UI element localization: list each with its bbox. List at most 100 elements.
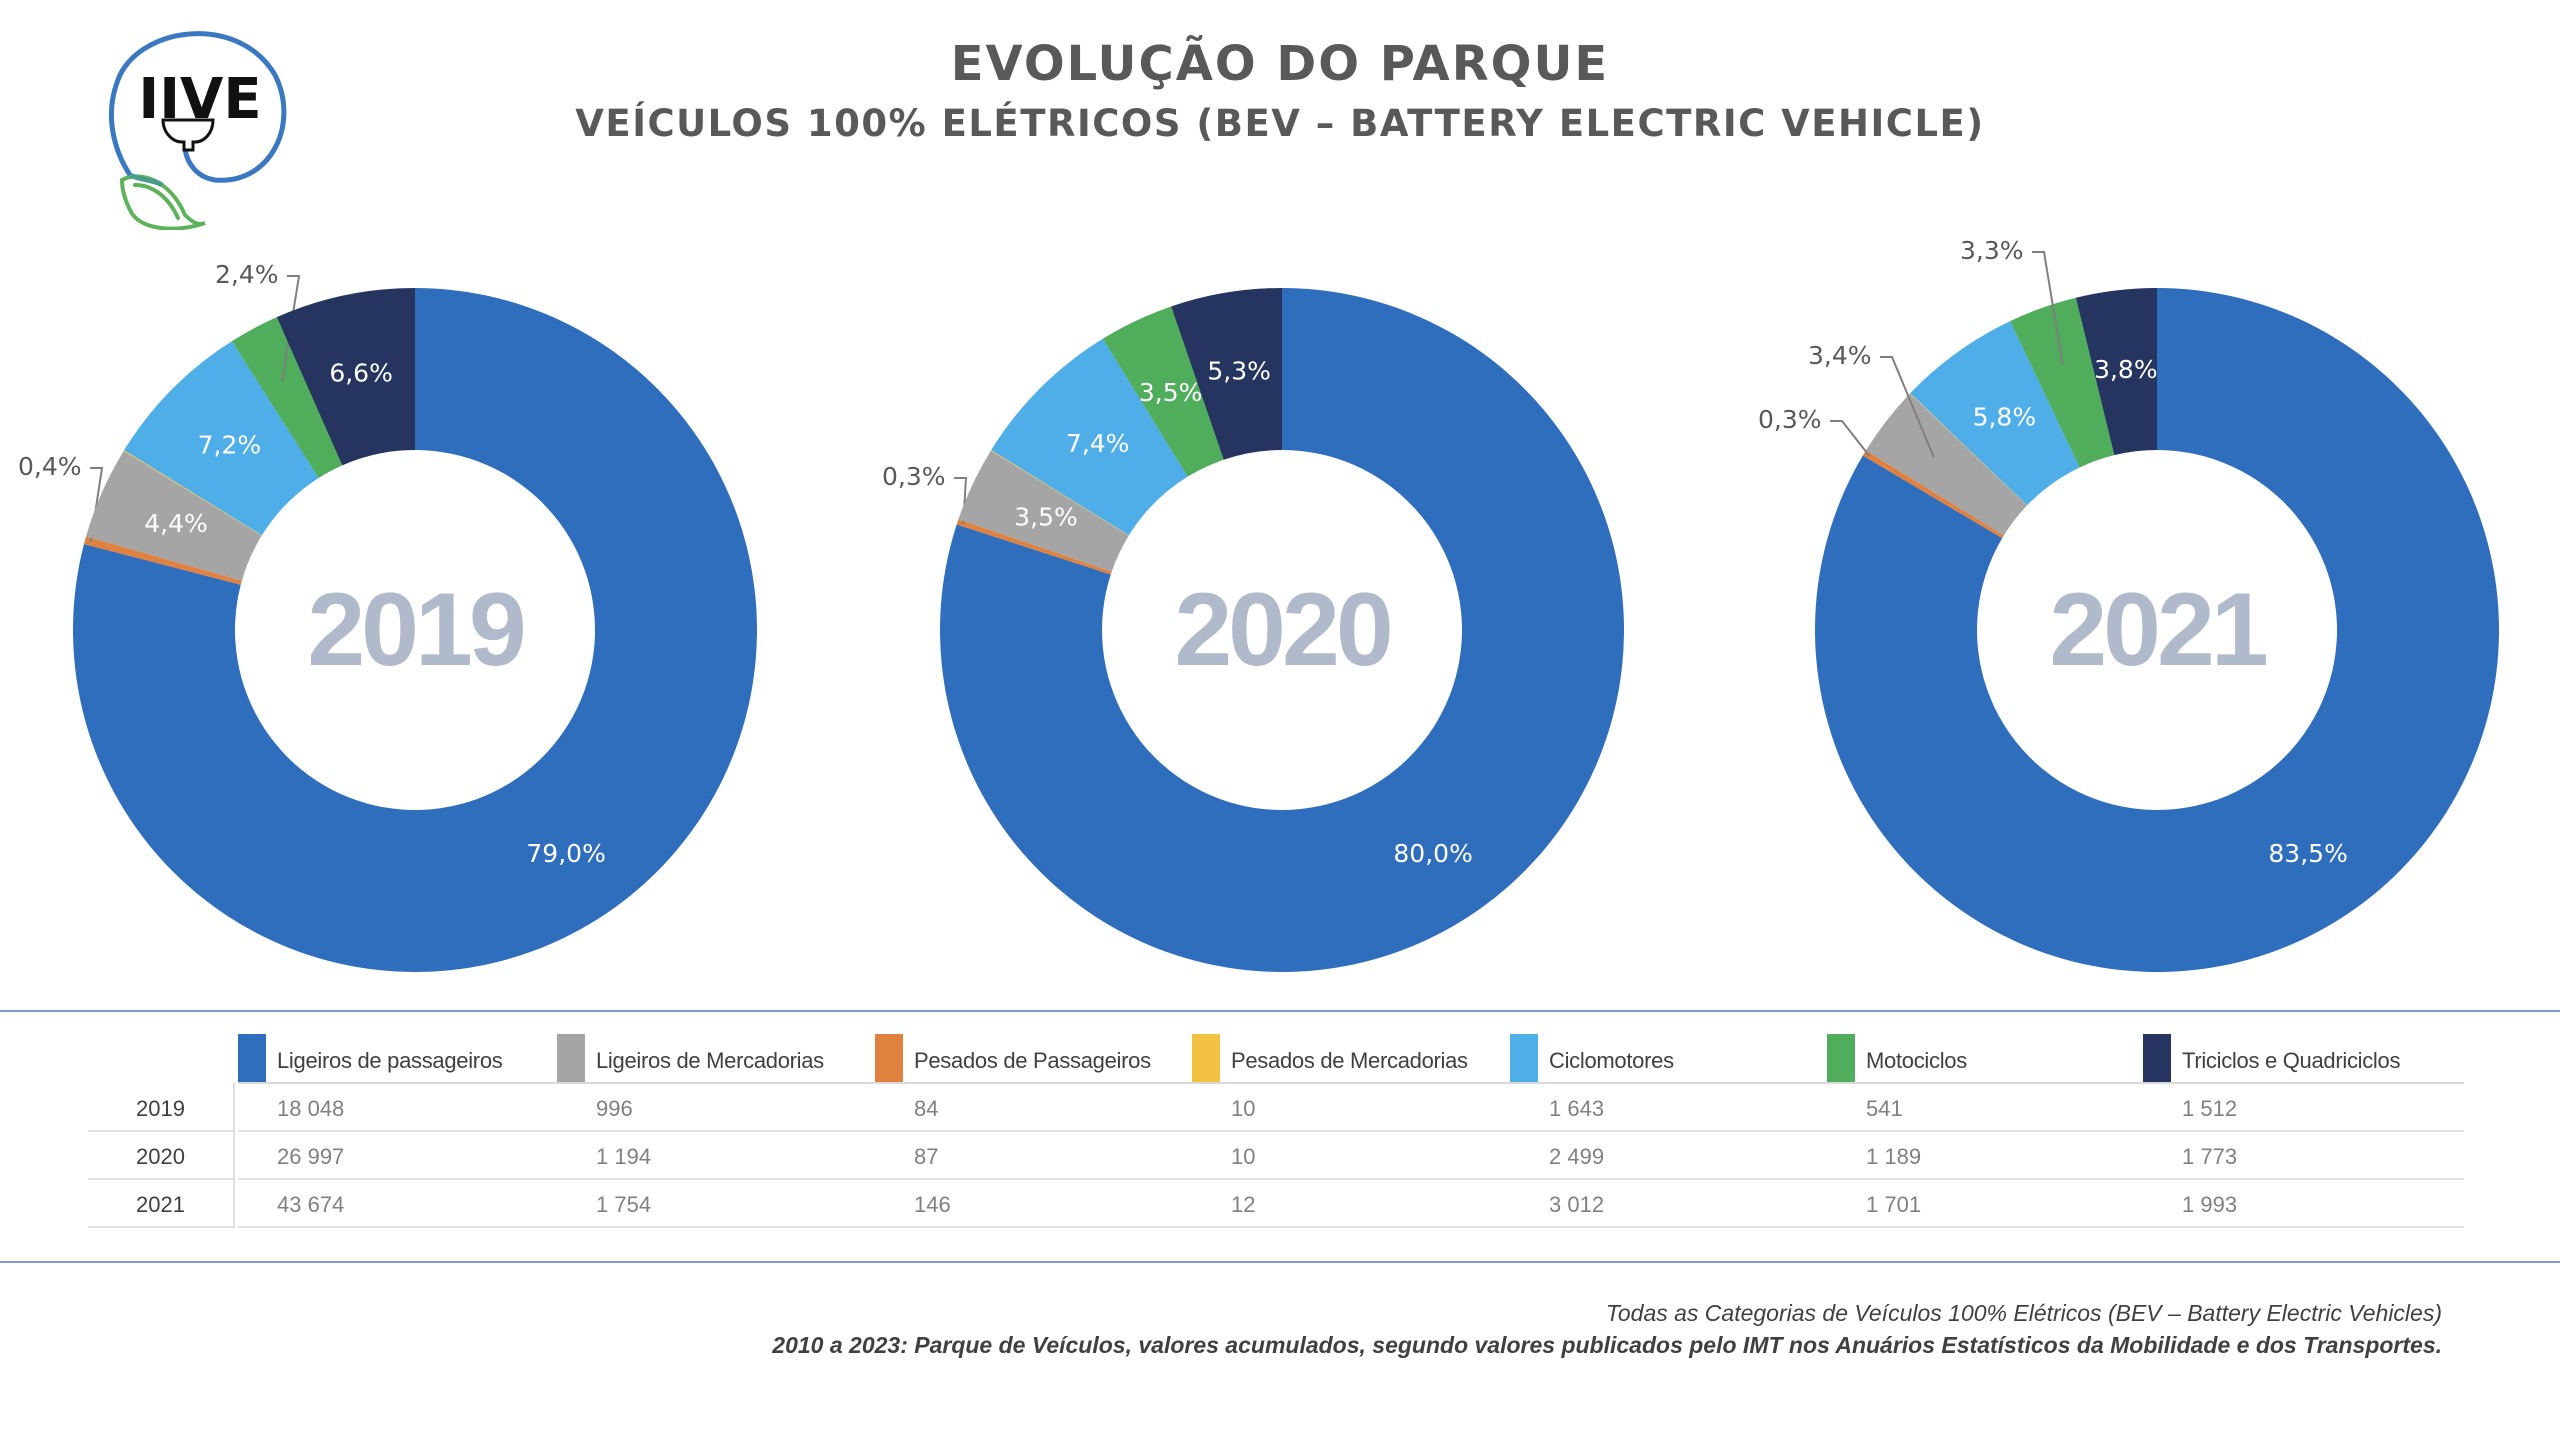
table-cell: 1 512 bbox=[2182, 1096, 2238, 1121]
data-label: 0,4% bbox=[18, 452, 82, 481]
legend-swatch bbox=[2143, 1034, 2171, 1082]
row-divider bbox=[88, 1226, 233, 1228]
footer-note: Todas as Categorias de Veículos 100% Elé… bbox=[1605, 1300, 2442, 1326]
donut-slice bbox=[1862, 450, 2004, 539]
legend-label: Ligeiros de Mercadorias bbox=[596, 1048, 824, 1073]
legend-swatch bbox=[875, 1034, 903, 1082]
donut-center-year: 2021 bbox=[2049, 572, 2266, 688]
data-label: 3,8% bbox=[2094, 355, 2158, 384]
logo-cable bbox=[109, 31, 287, 183]
table-cell: 26 997 bbox=[277, 1144, 345, 1169]
row-divider bbox=[238, 1226, 2464, 1228]
table-cell: 12 bbox=[1231, 1192, 1256, 1217]
donut-slice bbox=[83, 536, 242, 585]
donut-slice bbox=[86, 450, 262, 581]
legend-label: Triciclos e Quadriciclos bbox=[2182, 1048, 2401, 1073]
table-cell: 1 189 bbox=[1866, 1144, 1922, 1169]
donut-slice bbox=[940, 288, 1625, 973]
data-label: 3,5% bbox=[1139, 378, 1203, 407]
table-row: 2021 43 674 1 754 146 12 3 012 1 701 1 993 bbox=[88, 1180, 2464, 1228]
data-label: 7,2% bbox=[198, 430, 262, 459]
table-cell: 18 048 bbox=[277, 1096, 345, 1121]
table-header-line bbox=[238, 1082, 2464, 1084]
page-subtitle: VEÍCULOS 100% ELÉTRICOS (BEV – BATTERY E… bbox=[575, 102, 1985, 145]
logo-plug-icon bbox=[161, 118, 215, 152]
row-divider bbox=[238, 1130, 2464, 1132]
table-cell: 996 bbox=[596, 1096, 633, 1121]
data-label: 80,0% bbox=[1393, 839, 1472, 868]
legend-label: Motociclos bbox=[1866, 1048, 1967, 1073]
logo-leaf-icon bbox=[119, 174, 206, 230]
table-cell: 10 bbox=[1231, 1096, 1256, 1121]
data-label: 3,4% bbox=[1808, 341, 1872, 370]
data-label: 4,4% bbox=[144, 509, 208, 538]
data-label: 3,5% bbox=[1014, 503, 1078, 532]
donut-slice bbox=[956, 519, 1112, 575]
data-label: 5,8% bbox=[1973, 402, 2037, 431]
data-label: 0,3% bbox=[882, 462, 946, 491]
table-top-divider bbox=[0, 1010, 2560, 1012]
donut-center-year: 2019 bbox=[307, 572, 523, 688]
row-divider bbox=[88, 1178, 233, 1180]
table-cell: 87 bbox=[914, 1144, 939, 1169]
legend-label: Pesados de Mercadorias bbox=[1231, 1048, 1468, 1073]
row-header-divider bbox=[233, 1082, 235, 1228]
leader-line bbox=[1830, 420, 1871, 457]
donut-slice bbox=[123, 450, 262, 536]
logo-cable-lower bbox=[128, 172, 164, 188]
table-cell: 1 754 bbox=[596, 1192, 652, 1217]
donut-chart-2019: 79,0% 0,4% 4,4% 7,2% 2,4% 6,6% 2019 bbox=[18, 260, 758, 972]
table-bottom-divider bbox=[0, 1261, 2560, 1263]
table-cell: 1 643 bbox=[1549, 1096, 1605, 1121]
table-cell: 84 bbox=[914, 1096, 939, 1121]
legend-label: Ciclomotores bbox=[1549, 1048, 1674, 1073]
donut-slice bbox=[1815, 288, 2499, 972]
leader-line bbox=[281, 275, 301, 382]
legend-swatch bbox=[557, 1034, 585, 1082]
table-cell: 2 499 bbox=[1549, 1144, 1605, 1169]
table-cell: 1 773 bbox=[2182, 1144, 2238, 1169]
donut-slice bbox=[991, 338, 1188, 536]
page-title: EVOLUÇÃO DO PARQUE bbox=[950, 36, 1610, 92]
table-cell: 10 bbox=[1231, 1144, 1256, 1169]
data-label: 3,3% bbox=[1960, 236, 2024, 265]
table-cell: 1 993 bbox=[2182, 1192, 2238, 1217]
iive-logo: IIVE bbox=[109, 31, 287, 230]
row-divider bbox=[238, 1178, 2464, 1180]
legend-swatch bbox=[1827, 1034, 1855, 1082]
footer-source: 2010 a 2023: Parque de Veículos, valores… bbox=[772, 1332, 2442, 1358]
donut-slice bbox=[2075, 288, 2157, 456]
donut-slice bbox=[2010, 297, 2115, 468]
row-year: 2021 bbox=[136, 1192, 185, 1217]
data-label: 79,0% bbox=[526, 839, 605, 868]
donut-charts: 79,0% 0,4% 4,4% 7,2% 2,4% 6,6% 2019 80,0% 0,3% 3,… bbox=[18, 236, 2499, 973]
table-row: 2019 18 048 996 84 10 1 643 541 1 512 bbox=[88, 1084, 2464, 1132]
donut-slice bbox=[276, 288, 415, 466]
donut-slice bbox=[1865, 393, 2027, 536]
legend-label: Ligeiros de passageiros bbox=[277, 1048, 503, 1073]
table-row: 2020 26 997 1 194 87 10 2 499 1 189 1 773 bbox=[88, 1132, 2464, 1180]
legend-swatch bbox=[1192, 1034, 1220, 1082]
donut-slice bbox=[990, 450, 1129, 536]
table-cell: 146 bbox=[914, 1192, 951, 1217]
donut-slice bbox=[72, 288, 758, 972]
data-label: 5,3% bbox=[1207, 357, 1271, 386]
leader-line bbox=[2032, 251, 2064, 365]
table-cell: 3 012 bbox=[1549, 1192, 1605, 1217]
table-cell: 1 701 bbox=[1866, 1192, 1922, 1217]
donut-slice bbox=[1909, 393, 2028, 506]
table-cell: 43 674 bbox=[277, 1192, 345, 1217]
row-year: 2020 bbox=[136, 1144, 185, 1169]
data-label: 6,6% bbox=[329, 359, 393, 388]
donut-chart-2020: 80,0%0,3%3,5%7,4%3,5%5,3%2020 bbox=[882, 288, 1625, 973]
data-label: 83,5% bbox=[2268, 839, 2347, 868]
donut-slice bbox=[958, 450, 1129, 572]
row-divider bbox=[88, 1130, 233, 1132]
donut-slice bbox=[1102, 306, 1224, 477]
table-cell: 1 194 bbox=[596, 1144, 652, 1169]
legend-swatch bbox=[238, 1034, 266, 1082]
table-cell: 541 bbox=[1866, 1096, 1903, 1121]
donut-center-year: 2020 bbox=[1174, 572, 1390, 688]
donut-slice bbox=[1171, 288, 1282, 460]
donut-slice bbox=[1910, 321, 2080, 506]
